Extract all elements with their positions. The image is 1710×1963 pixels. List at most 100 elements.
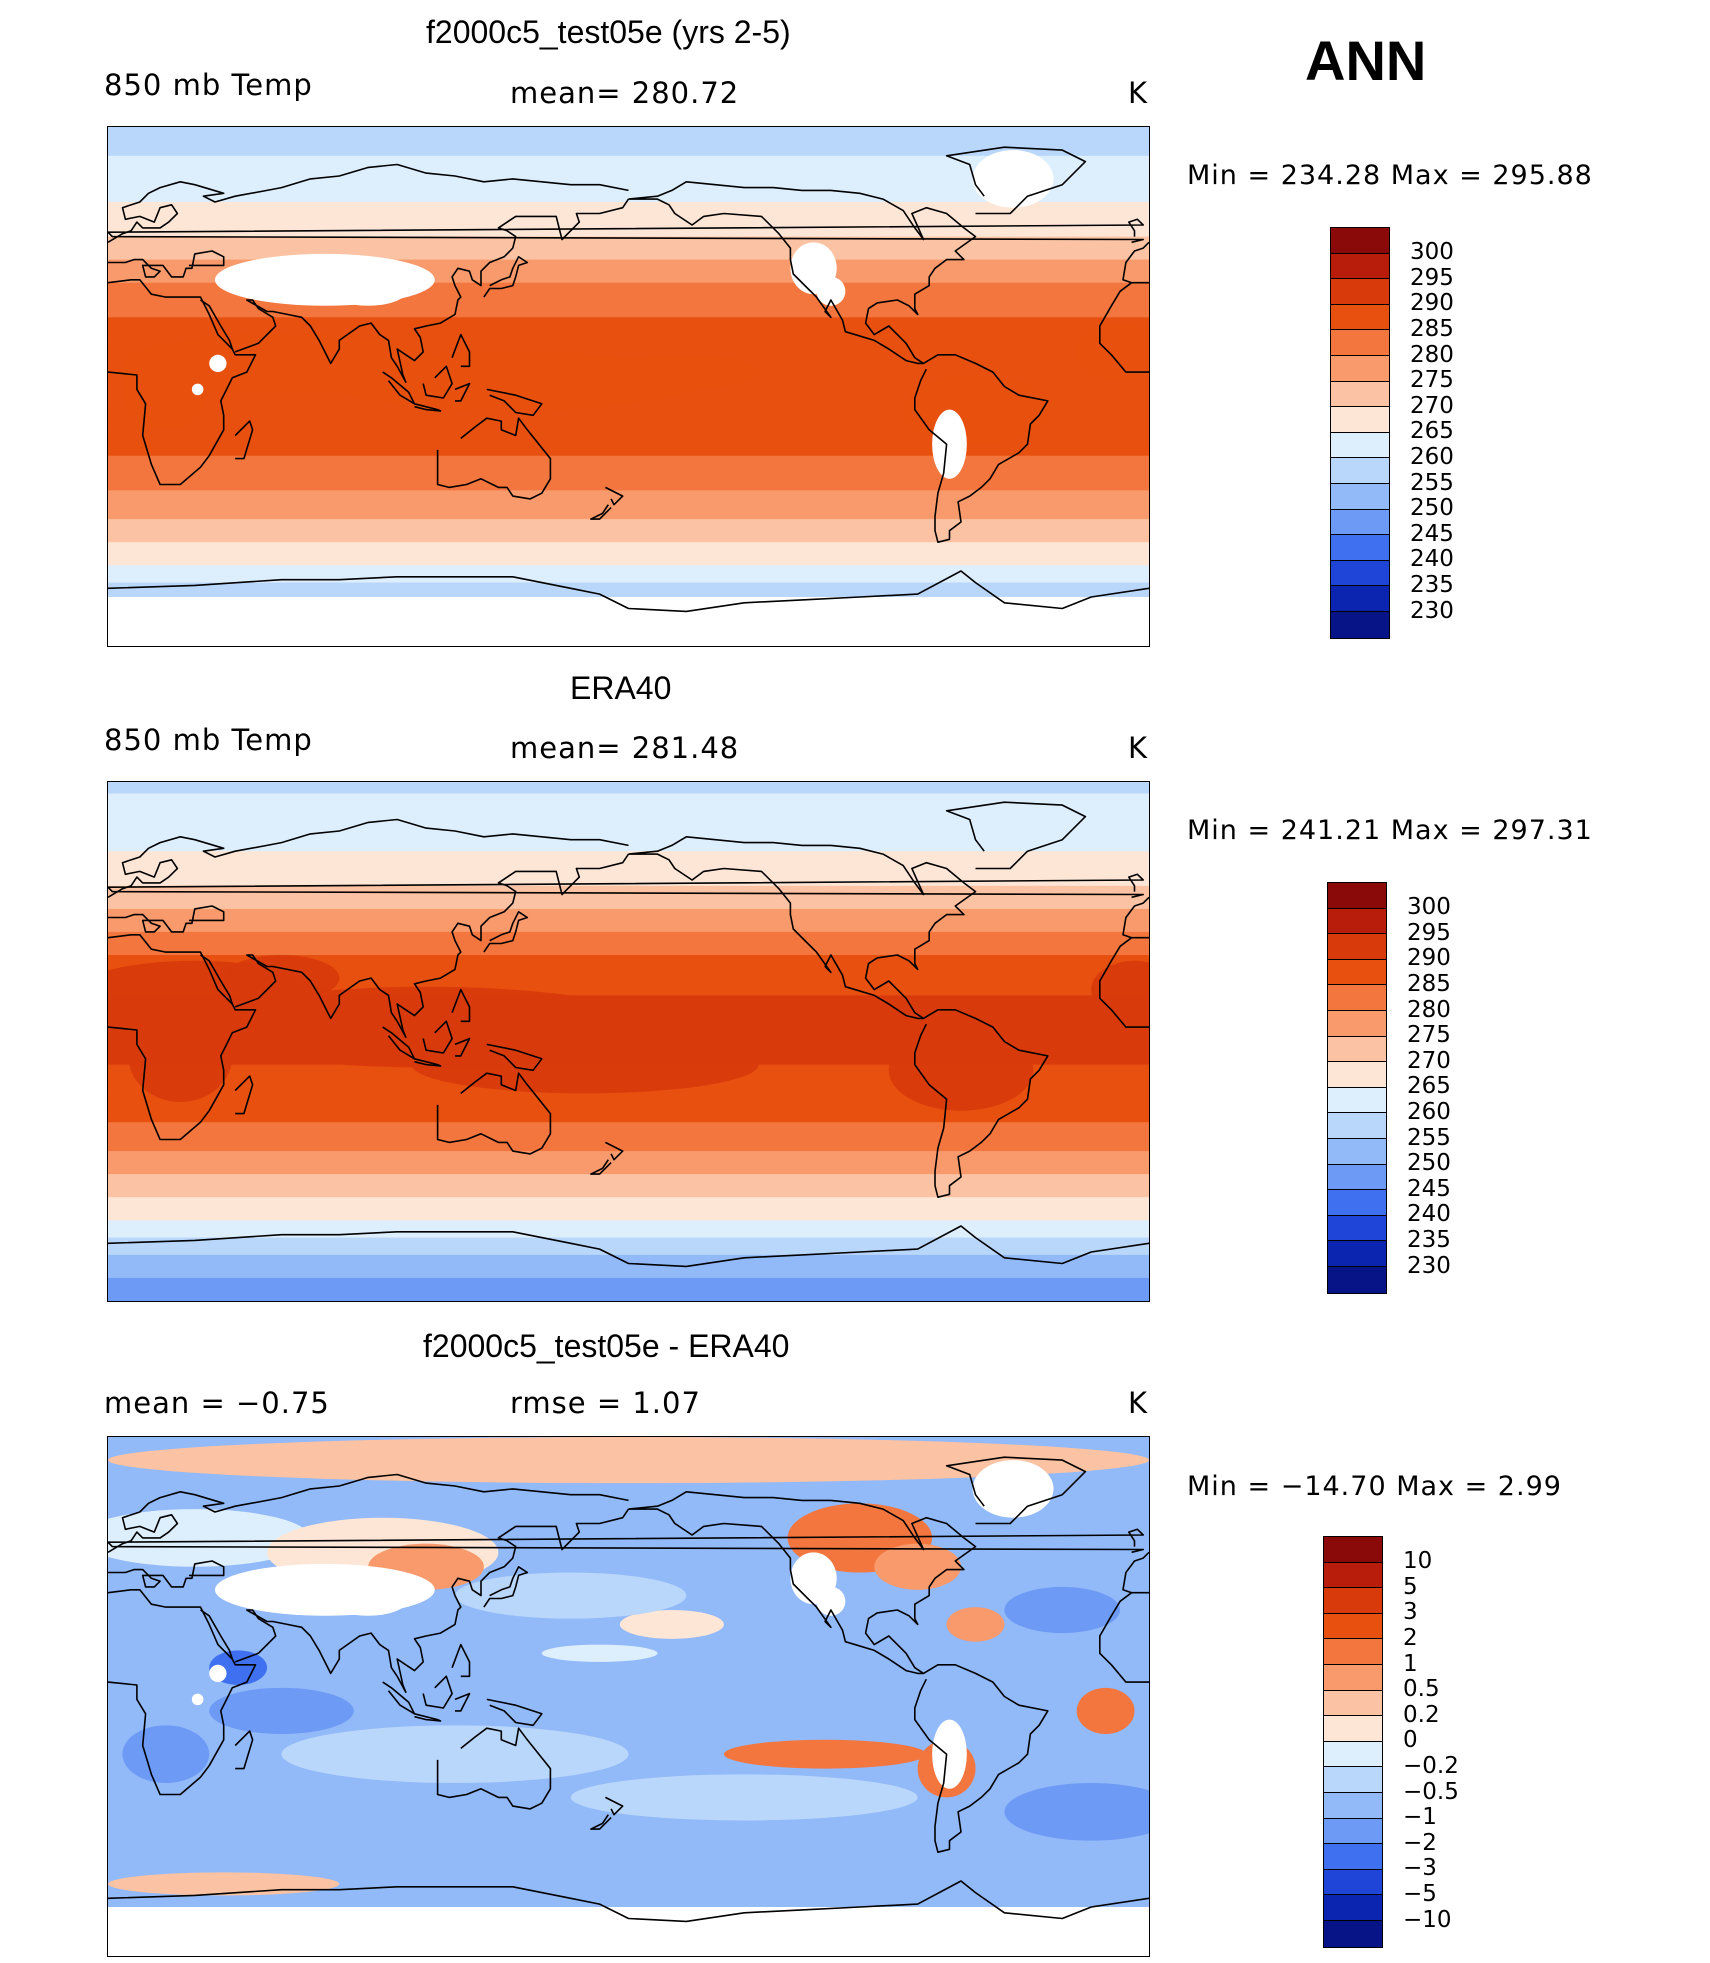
panel1-lat-band	[108, 127, 1149, 134]
panel3-coastline	[1122, 1551, 1149, 1594]
panel3-colorbar-tick-label: 5	[1403, 1573, 1418, 1600]
panel2-colorbar-swatch	[1327, 907, 1387, 935]
panel1-colorbar-tick-label: 235	[1410, 571, 1454, 598]
panel3-anomaly-patch	[1004, 1783, 1149, 1841]
panel1-lat-band	[108, 490, 1149, 497]
panel3-coastline	[483, 1566, 529, 1608]
panel2-lat-band	[108, 1174, 1149, 1181]
panel2-colorbar-tick-label: 270	[1407, 1047, 1451, 1074]
panel3-coastline	[436, 1727, 552, 1810]
panel1-coastline	[234, 420, 254, 460]
panel2-colorbar-swatch	[1327, 984, 1387, 1011]
panel2-lat-band	[108, 874, 1149, 881]
panel2-lat-band	[108, 1203, 1149, 1210]
panel1-lat-band	[108, 144, 1149, 151]
panel3-colorbar-tick-label: −1	[1403, 1804, 1437, 1831]
panel1-lat-band	[108, 553, 1149, 561]
panel1-colorbar-tick-label: 300	[1410, 239, 1454, 266]
panel1-lat-band	[108, 294, 1149, 301]
panel2-colorbar-tick-label: 265	[1407, 1073, 1451, 1100]
panel2-coastline	[945, 801, 1087, 870]
panel1-coastline	[945, 146, 1087, 215]
panel1-lat-band	[108, 138, 1149, 145]
panel1-colorbar-tick-label: 260	[1410, 443, 1454, 470]
panel2-coastline	[422, 1020, 453, 1054]
panel2-lat-band	[108, 1001, 1149, 1008]
panel2-map-svg	[108, 782, 1149, 1301]
panel1-colorbar-swatch	[1330, 559, 1390, 587]
panel1-lat-band	[108, 530, 1149, 538]
panel2-lat-band	[108, 1168, 1149, 1175]
panel2-lat-band	[108, 805, 1149, 812]
panel2-title: ERA40	[570, 670, 672, 706]
panel1-lat-band	[108, 496, 1149, 503]
panel2-lat-band	[108, 862, 1149, 870]
panel2-colorbar-tick-label: 285	[1407, 970, 1451, 997]
panel2-colorbar-tick-label: 290	[1407, 945, 1451, 972]
panel2-lat-band	[108, 983, 1149, 991]
panel1-coastline	[234, 198, 630, 383]
panel1-lat-band	[108, 432, 1149, 439]
panel1-lat-band	[108, 184, 1149, 192]
panel1-colorbar-tick-label: 255	[1410, 469, 1454, 496]
panel2-lat-band	[108, 897, 1149, 904]
panel1-colorbar-swatch	[1330, 611, 1390, 638]
panel1-lat-band	[108, 265, 1149, 272]
panel3-colorbar-tick-label: 1	[1403, 1650, 1418, 1677]
panel2-lat-band	[108, 955, 1149, 962]
panel1-lat-band	[108, 167, 1149, 174]
panel2-lat-band	[108, 782, 1149, 789]
panel1-lat-band	[108, 259, 1149, 266]
panel1-missing-region	[327, 271, 409, 306]
panel1-variable-label: 850 mb Temp	[104, 68, 313, 102]
panel2-lat-band	[108, 799, 1149, 806]
panel3-missing-region	[932, 1719, 967, 1789]
panel1-missing-region	[108, 596, 1149, 646]
panel3-colorbar-swatch	[1323, 1868, 1383, 1896]
panel3-units-label: K	[1128, 1386, 1149, 1420]
panel1-minmax-label: Min = 234.28 Max = 295.88	[1187, 160, 1593, 191]
panel2-colorbar-tick-label: 280	[1407, 996, 1451, 1023]
panel2-lat-band	[108, 914, 1149, 921]
panel2-lat-band	[108, 1110, 1149, 1118]
panel3-coastline	[454, 1692, 471, 1712]
panel1-lat-band	[108, 438, 1149, 445]
panel1-lat-band	[108, 467, 1149, 474]
panel3-colorbar-tick-label: 0	[1403, 1727, 1418, 1754]
panel1-lat-band	[108, 426, 1149, 434]
panel2-lat-band	[108, 1191, 1149, 1198]
panel3-colorbar-tick-label: −5	[1403, 1880, 1437, 1907]
panel1-lat-band	[108, 282, 1149, 290]
panel2-lat-band	[108, 972, 1149, 979]
panel1-colorbar-swatch	[1330, 355, 1390, 382]
panel1-colorbar-tick-label: 245	[1410, 520, 1454, 547]
panel3-coastline	[200, 1609, 234, 1660]
panel2-coastline	[234, 853, 630, 1038]
panel3-map	[107, 1436, 1150, 1957]
panel2-coastline	[108, 934, 257, 1141]
panel1-coastline	[436, 417, 552, 500]
panel3-coastline	[451, 1643, 471, 1678]
panel2-colorbar-tick-label: 240	[1407, 1201, 1451, 1228]
panel2-lat-band	[108, 1128, 1149, 1135]
panel3-missing-region	[209, 1664, 227, 1683]
panel3-anomaly-patch	[455, 1572, 687, 1619]
panel2-lat-band	[108, 966, 1149, 973]
panel1-lat-band	[108, 288, 1149, 295]
panel3-anomaly-patch	[209, 1687, 354, 1734]
panel1-coastline	[628, 180, 977, 365]
panel3-colorbar-swatch	[1323, 1766, 1383, 1793]
panel1-coastline	[108, 570, 1149, 613]
panel1-lat-band	[108, 444, 1149, 451]
panel2-lat-band	[108, 810, 1149, 818]
panel2-lat-band	[108, 1133, 1149, 1141]
panel1-colorbar-tick-label: 270	[1410, 392, 1454, 419]
panel3-anomaly-patch	[108, 1437, 1149, 1484]
panel1-colorbar-swatch	[1330, 457, 1390, 484]
panel2-lat-band	[108, 1185, 1149, 1193]
panel2-lat-band	[108, 1093, 1149, 1100]
panel1-coastline	[913, 354, 1049, 544]
panel3-anomaly-patch	[946, 1607, 1005, 1642]
panel2-lat-band	[108, 1226, 1149, 1233]
panel1-lat-band	[108, 271, 1149, 278]
